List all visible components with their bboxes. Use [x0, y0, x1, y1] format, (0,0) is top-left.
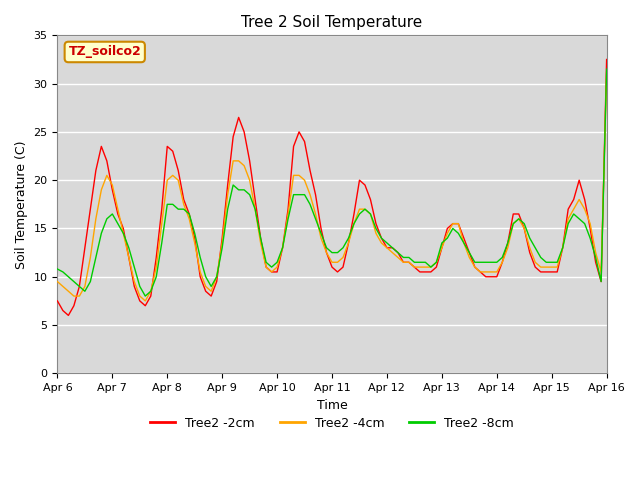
Y-axis label: Soil Temperature (C): Soil Temperature (C) [15, 140, 28, 269]
Title: Tree 2 Soil Temperature: Tree 2 Soil Temperature [241, 15, 422, 30]
X-axis label: Time: Time [317, 398, 348, 412]
Text: TZ_soilco2: TZ_soilco2 [68, 46, 141, 59]
Bar [58, 84, 607, 325]
Legend: Tree2 -2cm, Tree2 -4cm, Tree2 -8cm: Tree2 -2cm, Tree2 -4cm, Tree2 -8cm [145, 412, 519, 435]
